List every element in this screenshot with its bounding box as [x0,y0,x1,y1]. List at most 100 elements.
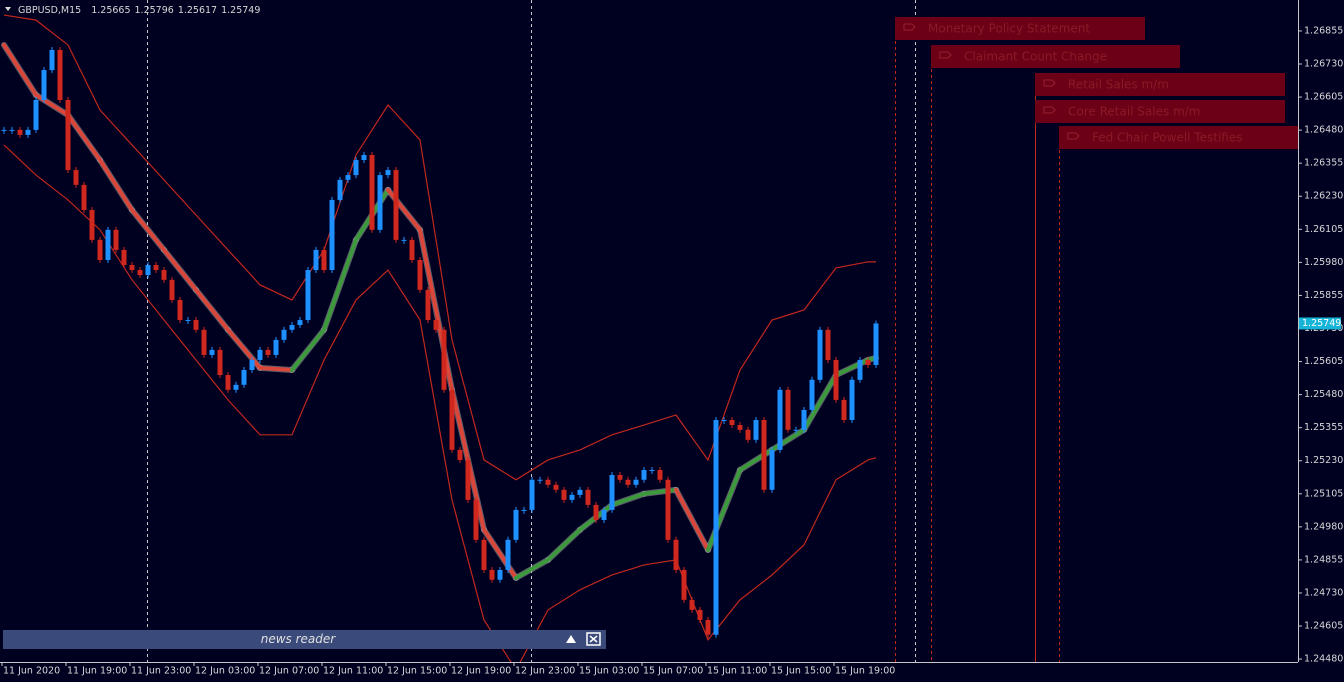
candle-body [385,170,391,176]
candle-body [457,449,463,460]
candle-body [73,170,79,185]
candle-body [873,323,879,365]
y-tick-label: 1.24730 [1304,587,1343,598]
candle-body [209,349,215,355]
ohlc-value: 1.25617 [178,5,217,16]
news-reader-panel: news reader [3,630,606,649]
candle-body [41,70,47,100]
separators [147,0,916,662]
ma-segment [770,427,806,452]
ma-segment [130,207,166,252]
y-tick-label: 1.26230 [1304,191,1343,202]
candle-body [169,279,175,300]
candle-body [441,329,447,390]
event-icon [939,51,952,59]
y-tick-label: 1.25230 [1304,455,1343,466]
candle-body [377,175,383,230]
ma-segment [66,113,102,163]
y-tick-label: 1.26105 [1304,224,1343,235]
candle-body [33,99,39,130]
candle-body [393,170,399,240]
candle-body [657,469,663,480]
candle-body [561,489,567,500]
candle-body [273,339,279,355]
candle-body [1,129,7,131]
y-tick-label: 1.25980 [1304,257,1343,268]
x-tick-label: 11 Jun 19:00 [67,666,127,677]
x-tick-label: 15 Jun 19:00 [835,666,895,677]
candle-body [201,329,207,355]
ma-segment [610,491,646,507]
band-line [3,14,876,481]
ma-segment [546,527,582,562]
x-tick-label: 12 Jun 23:00 [515,666,575,677]
ohlc-value: 1.25665 [91,5,130,16]
event-box [1059,126,1298,149]
candle-body [777,389,783,450]
candle-body [729,419,735,426]
x-tick-label: 12 Jun 03:00 [195,666,255,677]
candle-body [617,475,623,480]
candle-body [297,320,303,326]
candle-body [65,99,71,171]
candle-body [449,389,455,450]
ma-segment [290,327,326,373]
candle-body [841,399,847,420]
close-button[interactable] [586,632,601,646]
candle-body [745,429,751,440]
menu-arrow[interactable] [5,7,11,11]
collapse-button[interactable] [566,635,576,643]
candle-body [609,475,615,510]
overlays [1,14,879,662]
ma-segment [706,467,742,552]
ohlc-value: 1.25749 [221,5,260,16]
event-label: Monetary Policy Statement [928,22,1090,36]
candle-body [505,539,511,570]
event-label: Core Retail Sales m/m [1068,105,1201,119]
candle-body [537,479,543,481]
candle-body [161,270,167,280]
candle-body [473,499,479,540]
candle-body [313,249,319,271]
candle-body [417,259,423,290]
candle-body [529,479,535,510]
candle-body [193,320,199,330]
candle-body [849,379,855,420]
candle-body [425,289,431,321]
candle-body [329,199,335,271]
x-tick-label: 15 Jun 11:00 [707,666,767,677]
event-label: Retail Sales m/m [1068,78,1169,92]
ma-segment [386,187,422,232]
candle-body [689,599,695,610]
y-tick-label: 1.25480 [1304,389,1343,400]
y-tick-label: 1.25855 [1304,290,1343,301]
candle-body [145,265,151,276]
candle-body [857,359,863,380]
candle-body [681,569,687,600]
candle-body [281,329,287,340]
x-tick-label: 12 Jun 11:00 [323,666,383,677]
close-icon [589,635,598,643]
candle-body [833,359,839,400]
candle-body [801,409,807,430]
plot [1,14,879,662]
event-label: Fed Chair Powell Testifies [1092,131,1242,145]
candle-body [337,179,343,200]
candle-body [601,509,607,520]
candle-body [553,484,559,490]
panel-bar [3,630,606,649]
candle-body [769,449,775,490]
y-tick-label: 1.24605 [1304,621,1343,632]
candle-body [321,249,327,271]
candle-body [57,49,63,100]
x-tick-label: 15 Jun 03:00 [579,666,639,677]
x-tick-label: 11 Jun 2020 [3,666,60,677]
candle-body [225,375,231,390]
event-icon [903,23,916,31]
candle-body [673,539,679,570]
x-tick-label: 12 Jun 07:00 [259,666,319,677]
candle-body [81,184,87,210]
candle-body [369,154,375,230]
candle-body [817,329,823,380]
